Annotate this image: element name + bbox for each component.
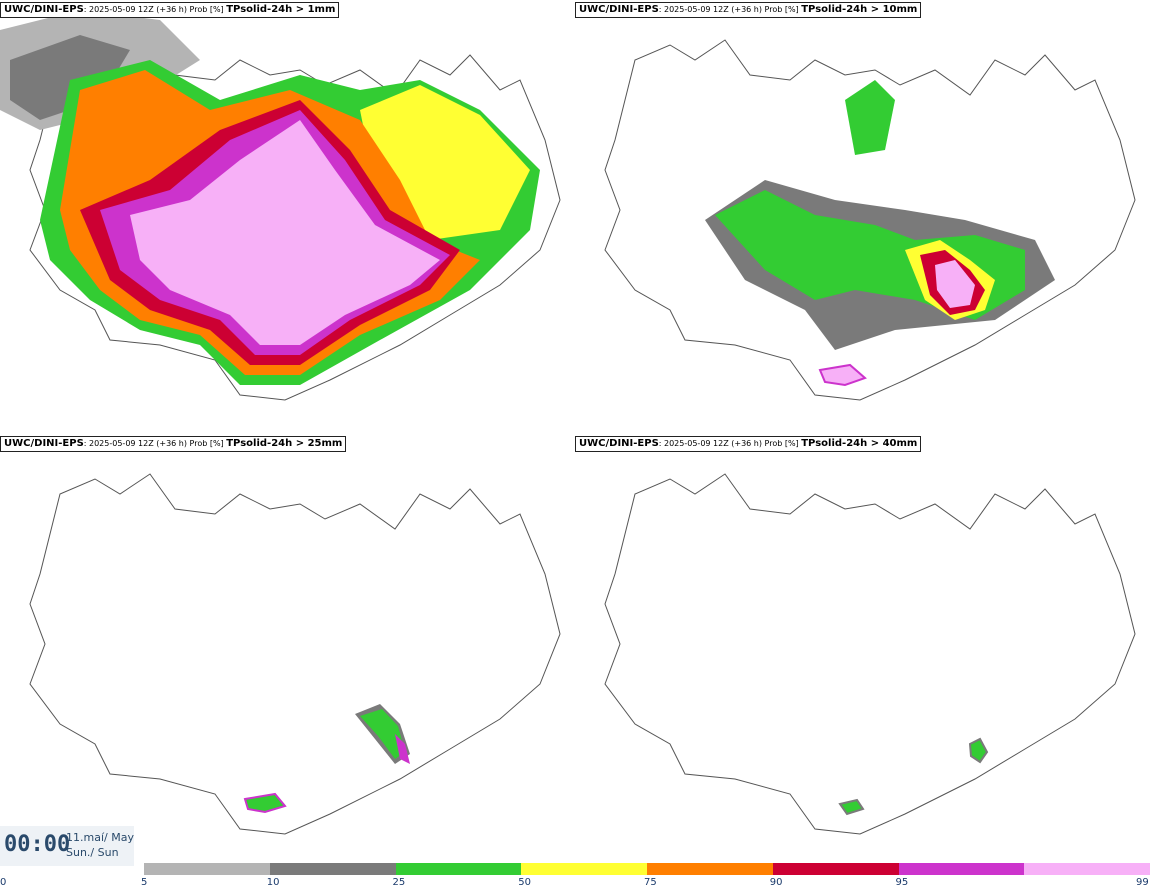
- model-name: UWC/DINI-EPS: [4, 4, 84, 15]
- model-name: UWC/DINI-EPS: [579, 438, 659, 449]
- model-name: UWC/DINI-EPS: [579, 4, 659, 15]
- legend-swatch: [1024, 863, 1150, 875]
- map-40mm: [604, 473, 1136, 835]
- panel-title: UWC/DINI-EPS: 2025-05-09 12Z (+36 h) Pro…: [575, 436, 922, 452]
- legend-swatch: [395, 863, 522, 875]
- run-meta: : 2025-05-09 12Z (+36 h) Prob [%]: [658, 439, 802, 448]
- coverage-south: [243, 792, 287, 814]
- legend-tick-label: 95: [895, 877, 909, 888]
- parameter-label: TPsolid-24h > 10mm: [801, 4, 918, 15]
- iceland-outline: [29, 39, 561, 401]
- map-10mm: [604, 39, 1136, 401]
- model-name: UWC/DINI-EPS: [4, 438, 84, 449]
- valid-date-line1: 11.maí/ May: [66, 831, 134, 844]
- map-1mm: [0, 10, 561, 401]
- legend-tick-label: 50: [518, 877, 531, 888]
- parameter-label: TPsolid-24h > 40mm: [801, 438, 918, 449]
- panel-title: UWC/DINI-EPS: 2025-05-09 12Z (+36 h) Pro…: [0, 2, 340, 18]
- coverage-pink: [935, 260, 975, 308]
- coverage-green: [360, 709, 405, 759]
- coverage-green-south: [838, 798, 865, 816]
- legend-tick-label: 90: [769, 877, 783, 888]
- legend-swatch: [772, 863, 899, 875]
- coverage-magenta: [395, 734, 410, 764]
- panel-title: UWC/DINI-EPS: 2025-05-09 12Z (+36 h) Pro…: [575, 2, 922, 18]
- parameter-label: TPsolid-24h > 1mm: [226, 4, 336, 15]
- valid-time-box: 00:00 11.maí/ May Sun./ Sun: [0, 826, 134, 866]
- legend-swatch: [521, 863, 647, 875]
- legend-tick-label: 99: [1136, 877, 1149, 888]
- legend-swatch: [269, 863, 396, 875]
- map-25mm: [29, 473, 561, 835]
- valid-date: 11.maí/ May Sun./ Sun: [66, 830, 134, 860]
- parameter-label: TPsolid-24h > 25mm: [226, 438, 343, 449]
- run-meta: : 2025-05-09 12Z (+36 h) Prob [%]: [658, 5, 802, 14]
- map-panel-40mm: UWC/DINI-EPS: 2025-05-09 12Z (+36 h) Pro…: [575, 434, 1150, 864]
- legend-tick-label: 5: [141, 877, 148, 888]
- legend-swatch: [647, 863, 773, 875]
- iceland-outline: [604, 473, 1136, 835]
- valid-time-clock: 00:00: [4, 832, 71, 857]
- map-panel-25mm: UWC/DINI-EPS: 2025-05-09 12Z (+36 h) Pro…: [0, 434, 575, 864]
- legend-tick-label: 0: [0, 877, 7, 888]
- legend-tick-label: 25: [392, 877, 406, 888]
- coverage-pink-south: [818, 363, 867, 387]
- iceland-outline: [29, 473, 561, 835]
- legend-swatch: [144, 863, 270, 875]
- legend-tick-label: 10: [266, 877, 280, 888]
- map-panel-10mm: UWC/DINI-EPS: 2025-05-09 12Z (+36 h) Pro…: [575, 0, 1150, 430]
- run-meta: : 2025-05-09 12Z (+36 h) Prob [%]: [83, 5, 227, 14]
- legend-swatch: [898, 863, 1025, 875]
- map-panel-1mm: UWC/DINI-EPS: 2025-05-09 12Z (+36 h) Pro…: [0, 0, 575, 430]
- legend-tick-label: 75: [644, 877, 657, 888]
- panel-title: UWC/DINI-EPS: 2025-05-09 12Z (+36 h) Pro…: [0, 436, 347, 452]
- coverage-green-north: [845, 80, 895, 155]
- valid-date-line2: Sun./ Sun: [66, 846, 119, 859]
- run-meta: : 2025-05-09 12Z (+36 h) Prob [%]: [83, 439, 227, 448]
- coverage-pink: [130, 120, 440, 345]
- probability-legend: [144, 863, 1150, 875]
- iceland-outline: [604, 39, 1136, 401]
- coverage-green: [968, 737, 989, 764]
